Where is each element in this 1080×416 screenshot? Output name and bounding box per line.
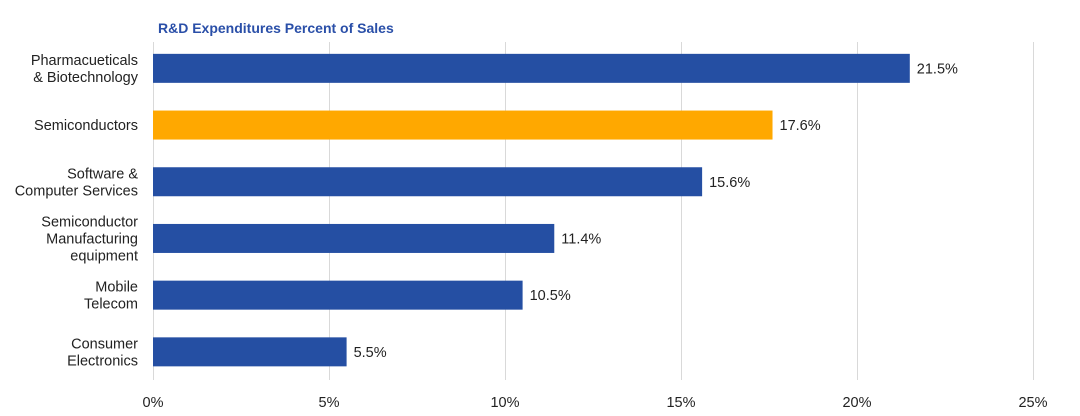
- bar: [153, 337, 347, 367]
- value-label: 5.5%: [354, 345, 387, 361]
- bar: [153, 167, 703, 197]
- value-label: 11.4%: [561, 231, 601, 247]
- x-tick-label: 15%: [666, 395, 695, 411]
- value-label: 17.6%: [780, 118, 821, 134]
- category-label: Pharmacueticals & Biotechnology: [31, 53, 139, 86]
- category-label: Semiconductors: [34, 118, 138, 134]
- x-tick-label: 0%: [143, 395, 164, 411]
- chart-title: R&D Expenditures Percent of Sales: [158, 20, 394, 36]
- value-label: 15.6%: [709, 175, 750, 191]
- x-tick-label: 10%: [490, 395, 519, 411]
- value-label: 21.5%: [917, 61, 958, 77]
- value-label: 10.5%: [530, 288, 571, 304]
- bar: [153, 110, 773, 140]
- bar: [153, 223, 555, 253]
- category-label: Semiconductor Manufacturing equipment: [41, 214, 138, 264]
- category-label: Mobile Telecom: [84, 280, 138, 313]
- category-label: Software & Computer Services: [15, 166, 139, 199]
- bar: [153, 280, 523, 310]
- x-tick-label: 25%: [1018, 395, 1047, 411]
- category-label: Consumer Electronics: [67, 336, 138, 369]
- x-tick-label: 20%: [842, 395, 871, 411]
- x-tick-label: 5%: [319, 395, 340, 411]
- bar: [153, 53, 910, 83]
